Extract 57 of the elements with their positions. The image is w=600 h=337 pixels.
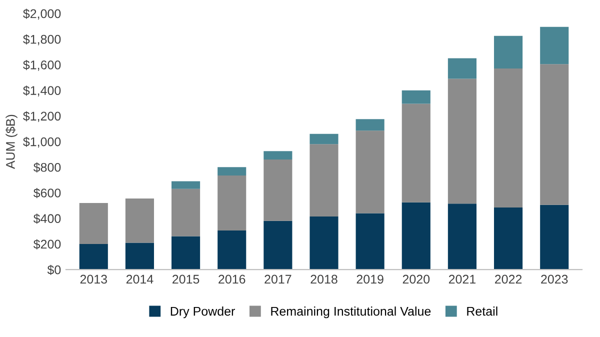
bar: [402, 202, 430, 270]
bar: [402, 90, 430, 104]
bar: [494, 207, 523, 270]
x-tick-label: 2013: [80, 274, 107, 284]
x-tick-label: 2023: [541, 274, 568, 284]
x-tick-label: 2020: [402, 274, 430, 284]
legend-label: Dry Powder: [170, 306, 235, 318]
y-axis-title: AUM ($B): [6, 114, 18, 169]
x-tick-label: 2018: [310, 274, 338, 284]
bar: [172, 236, 200, 270]
legend-label: Remaining Institutional Value: [271, 306, 431, 318]
bar: [356, 213, 384, 270]
bar: [125, 242, 154, 270]
bar: [218, 175, 246, 231]
bar: [218, 167, 246, 176]
y-tick-label: $1,400: [23, 86, 61, 96]
bar: [494, 36, 523, 69]
bar: [264, 151, 292, 160]
bar: [356, 119, 384, 131]
x-tick-label: 2016: [218, 274, 246, 284]
x-tick-label: 2022: [495, 274, 522, 284]
bar: [448, 204, 476, 270]
legend-label: Retail: [467, 306, 498, 316]
y-tick-label: $200: [33, 239, 61, 250]
y-tick-label: $1,200: [23, 111, 61, 122]
bar: [172, 188, 200, 236]
x-tick-label: 2021: [448, 274, 476, 284]
y-tick-label: $400: [33, 214, 61, 224]
y-tick-label: $1,800: [23, 34, 61, 46]
x-tick-label: 2017: [264, 274, 292, 284]
y-tick-label: $1,000: [23, 136, 61, 148]
y-tick-label: $2,000: [23, 8, 61, 20]
x-tick-label: 2019: [356, 274, 384, 284]
bar: [448, 58, 476, 79]
bar: [264, 159, 292, 221]
bar: [172, 181, 200, 189]
bar: [448, 78, 476, 204]
bar: [79, 244, 108, 270]
bar: [402, 104, 430, 202]
bar: [218, 230, 246, 270]
x-tick-label: 2015: [172, 274, 200, 284]
bar: [79, 203, 108, 244]
bar: [310, 216, 338, 270]
bar: [264, 220, 292, 270]
bar: [125, 198, 154, 243]
bar: [494, 68, 523, 208]
bar: [310, 144, 338, 216]
x-tick-label: 2014: [126, 274, 154, 284]
y-tick-label: $0: [47, 264, 61, 275]
bar: [540, 26, 569, 64]
y-tick-label: $1,600: [23, 60, 61, 71]
bar: [540, 204, 569, 270]
bar: [540, 64, 569, 205]
y-tick-label: $600: [33, 188, 61, 198]
bar: [310, 134, 338, 144]
bar: [356, 130, 384, 214]
y-tick-label: $800: [33, 162, 61, 173]
